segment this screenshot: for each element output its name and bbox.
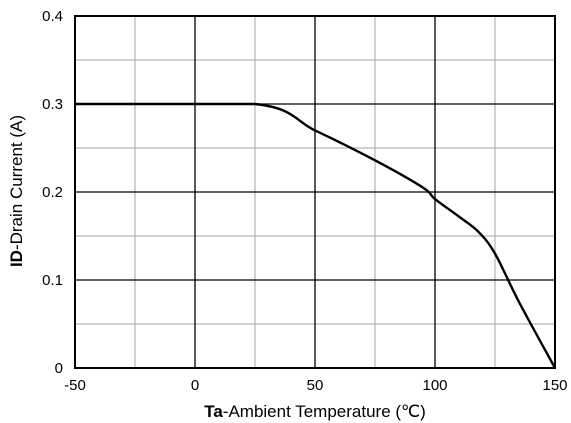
y-tick-label: 0: [55, 360, 63, 377]
grid: [74, 15, 556, 369]
x-tick-label: 50: [307, 377, 324, 394]
series-layer: [74, 102, 557, 369]
series-line: [74, 102, 557, 369]
x-tick-label: 150: [542, 377, 567, 394]
y-axis-label: ID-Drain Current (A): [7, 115, 26, 267]
x-tick-label: 0: [191, 377, 199, 394]
y-axis-label-rest: -Drain Current (A): [7, 115, 26, 250]
x-tick-label: 100: [422, 377, 447, 394]
y-tick-label: 0.3: [42, 96, 63, 113]
x-axis-label-rest: -Ambient Temperature (℃): [223, 402, 426, 421]
y-tick-label: 0.2: [42, 184, 63, 201]
y-axis-label-bold: ID: [7, 250, 26, 267]
y-tick-label: 0.1: [42, 272, 63, 289]
x-axis-label-bold: Ta: [204, 402, 223, 421]
x-axis-label: Ta-Ambient Temperature (℃): [204, 402, 426, 421]
plot-frame: [74, 15, 556, 369]
x-tick-label: -50: [64, 377, 86, 394]
y-tick-label: 0.4: [42, 8, 63, 25]
